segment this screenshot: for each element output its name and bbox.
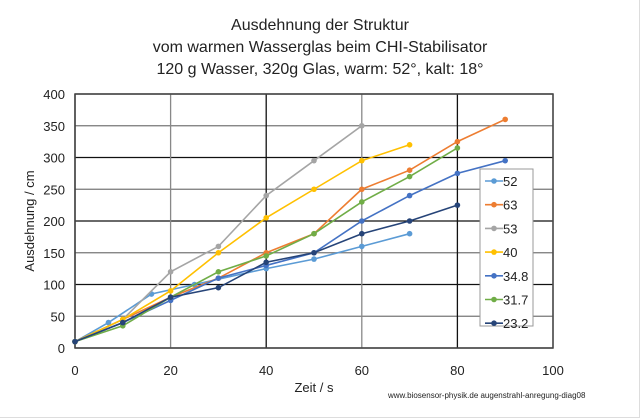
data-point-40 [406, 142, 413, 148]
x-tick-label: 80 [450, 363, 464, 378]
data-point-23.2 [167, 294, 174, 301]
series-line-63 [74, 118, 506, 343]
legend-marker-23.2 [491, 320, 497, 327]
data-point-34.8 [406, 192, 413, 199]
data-point-52 [105, 319, 112, 326]
y-tick-label: 300 [43, 151, 65, 166]
y-tick-label: 150 [43, 246, 65, 261]
data-point-34.8 [502, 157, 509, 164]
data-point-34.8 [454, 170, 461, 177]
data-point-53 [359, 122, 365, 129]
data-point-53 [215, 243, 222, 250]
credit-text: www.biosensor-physik.de augenstrahl-anre… [388, 391, 586, 400]
x-tick-label: 100 [542, 363, 564, 378]
data-point-52 [311, 256, 317, 262]
data-point-23.2 [215, 284, 222, 291]
data-point-31.7 [359, 199, 365, 205]
data-point-34.8 [359, 218, 365, 224]
y-tick-label: 200 [43, 214, 65, 229]
x-tick-label: 60 [355, 363, 369, 378]
legend-marker-31.7 [491, 296, 497, 303]
data-point-31.7 [454, 145, 461, 151]
data-point-31.7 [215, 269, 222, 275]
data-point-23.2 [359, 230, 365, 237]
data-point-31.7 [263, 253, 270, 259]
legend-marker-34.8 [491, 273, 497, 279]
legend-marker-63 [491, 201, 497, 208]
data-point-34.8 [215, 275, 222, 281]
data-point-63 [406, 167, 413, 173]
legend-label-31.7: 31.7 [503, 293, 528, 308]
data-point-40 [263, 215, 270, 221]
data-point-52 [406, 230, 413, 237]
data-point-40 [215, 249, 222, 256]
data-point-53 [311, 157, 317, 164]
data-point-23.2 [311, 249, 317, 256]
data-point-63 [359, 186, 365, 193]
y-tick-label: 250 [43, 182, 65, 197]
legend-label-40: 40 [503, 245, 517, 260]
data-point-23.2 [263, 259, 270, 266]
y-tick-label: 350 [43, 119, 65, 134]
legend-marker-52 [491, 178, 497, 184]
legend-label-34.8: 34.8 [503, 269, 528, 284]
data-point-40 [167, 288, 174, 294]
x-tick-label: 0 [71, 363, 78, 378]
series-line-52 [74, 232, 410, 343]
chart-title-line3: 120 g Wasser, 320g Glas, warm: 52°, kalt… [156, 61, 484, 78]
data-point-40 [359, 157, 365, 164]
data-point-53 [167, 269, 174, 275]
data-point-23.2 [120, 319, 126, 326]
legend-label-23.2: 23.2 [503, 316, 528, 331]
legend-marker-40 [491, 249, 497, 255]
legend-label-53: 53 [503, 221, 517, 236]
y-tick-label: 400 [43, 87, 65, 102]
y-tick-label: 50 [51, 309, 65, 324]
data-point-23.2 [406, 218, 413, 224]
legend-label-63: 63 [503, 198, 517, 213]
y-tick-label: 0 [58, 341, 65, 356]
legend-marker-53 [491, 225, 497, 232]
y-tick-label: 100 [43, 278, 65, 293]
x-tick-label: 20 [163, 363, 177, 378]
data-point-23.2 [72, 338, 78, 345]
data-point-31.7 [406, 173, 413, 180]
data-point-23.2 [454, 202, 461, 208]
data-point-52 [359, 243, 365, 250]
chart-title-line1: Ausdehnung der Struktur [231, 17, 409, 34]
chart-title-line2: vom warmen Wasserglas beim CHI-Stabilisa… [152, 39, 488, 56]
data-point-53 [263, 192, 270, 199]
data-point-63 [502, 116, 509, 123]
plot-border [74, 93, 554, 349]
series-line-40 [74, 144, 410, 343]
data-point-63 [454, 138, 461, 145]
x-axis-label: Zeit / s [294, 380, 334, 395]
legend-label-52: 52 [503, 174, 517, 189]
y-axis-label: Ausdehnung / cm [22, 170, 37, 271]
x-tick-label: 40 [259, 363, 273, 378]
data-point-31.7 [311, 230, 317, 237]
data-point-40 [311, 186, 317, 193]
